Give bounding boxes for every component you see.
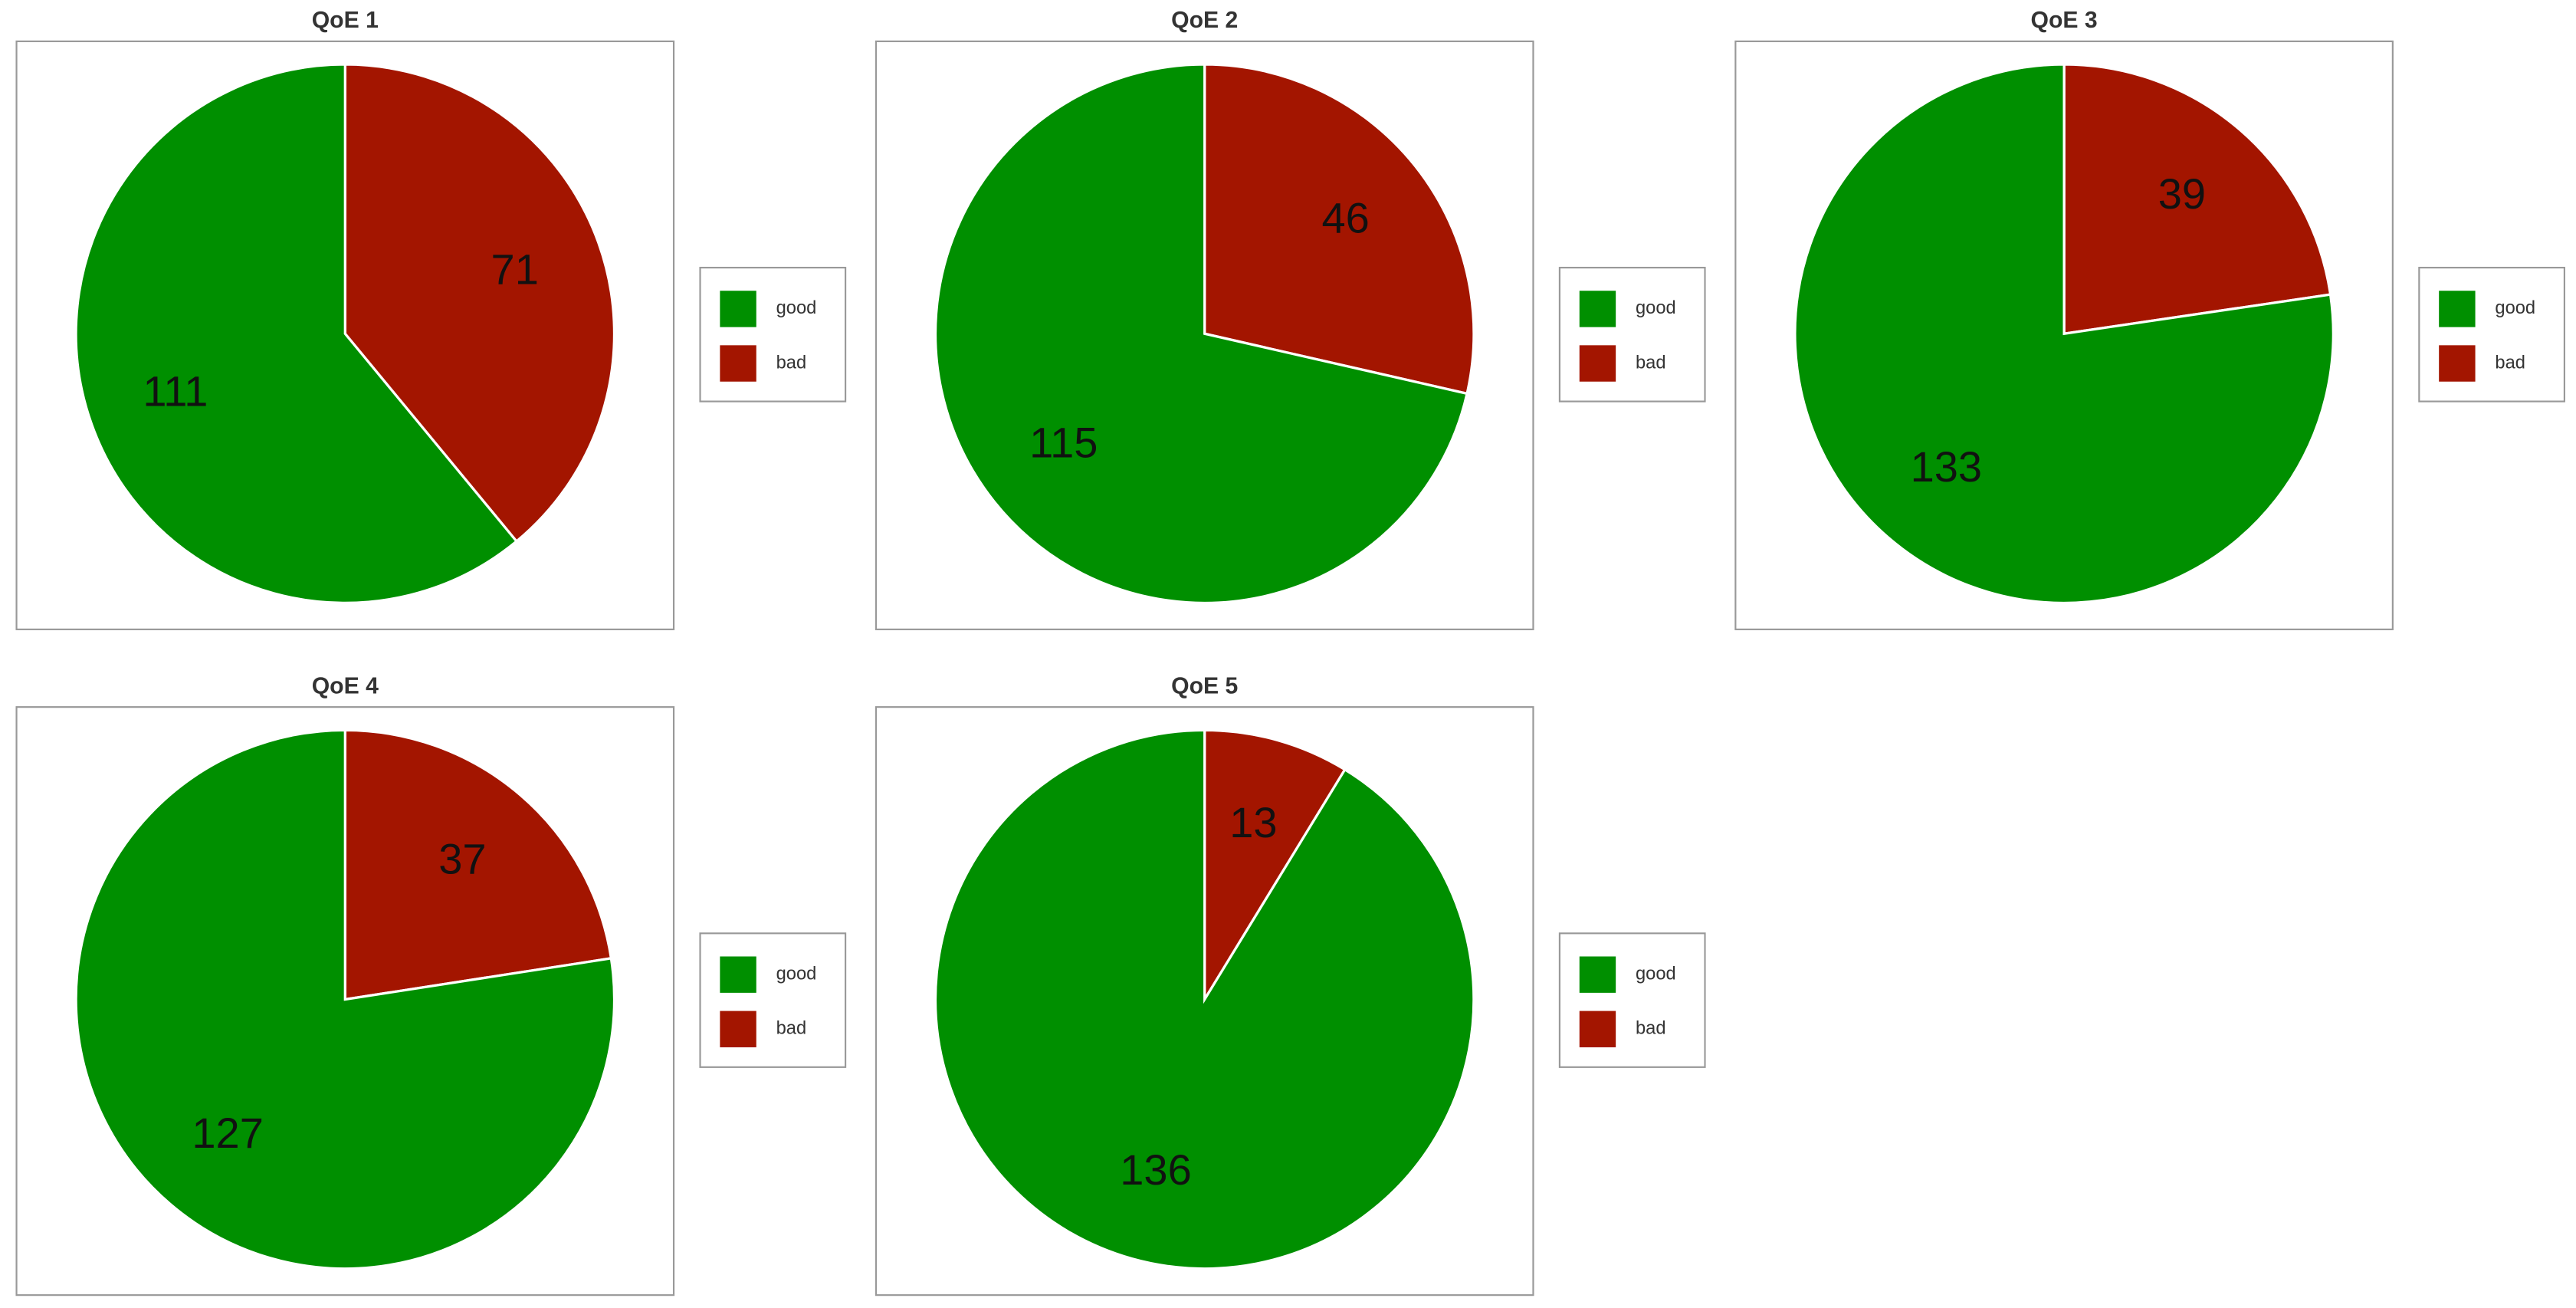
- legend-label: good: [1636, 298, 1676, 318]
- legend-label: bad: [1636, 353, 1666, 373]
- pie-slice: [74, 63, 519, 605]
- legend-label: bad: [1636, 1019, 1666, 1039]
- panel-frame: [15, 706, 675, 1296]
- legend-label: bad: [776, 1019, 807, 1039]
- pie-chart: QoE 2 46 115 good bad: [875, 8, 1706, 630]
- pie-chart: QoE 4 37 127 good bad: [15, 673, 847, 1296]
- slice-label: 46: [1322, 193, 1370, 242]
- slice-label: 136: [1120, 1145, 1191, 1194]
- slice-label: 37: [438, 835, 486, 883]
- legend-label: bad: [776, 353, 807, 373]
- slice-label: 13: [1229, 798, 1277, 846]
- slice-label: 127: [192, 1109, 263, 1157]
- legend-swatch: [1579, 1011, 1616, 1047]
- legend-swatch: [2439, 291, 2476, 327]
- panel-frame: [15, 40, 675, 630]
- chart-title: QoE 1: [312, 8, 379, 33]
- panel-frame: [875, 40, 1534, 630]
- pie-chart: QoE 5 13 136 good bad: [875, 673, 1706, 1296]
- legend-swatch: [1579, 956, 1616, 993]
- chart-title: QoE 2: [1171, 8, 1238, 33]
- pie-slice: [1203, 63, 1475, 396]
- legend-label: good: [776, 964, 817, 984]
- slice-label: 133: [1911, 442, 1982, 491]
- chart-title: QoE 3: [2031, 8, 2098, 33]
- legend-swatch: [1579, 345, 1616, 382]
- legend-swatch: [720, 291, 756, 327]
- chart-title: QoE 5: [1171, 673, 1238, 698]
- legend-swatch: [720, 1011, 756, 1047]
- pie-slice: [343, 728, 613, 1001]
- legend-label: good: [1636, 964, 1676, 984]
- slice-label: 111: [143, 367, 208, 416]
- pie-slice: [2062, 63, 2332, 336]
- slice-label: 71: [491, 245, 539, 293]
- pie-slice: [1203, 728, 1347, 1004]
- legend-swatch: [720, 345, 756, 382]
- panel-frame: [875, 706, 1534, 1296]
- legend-frame: [1558, 266, 1706, 403]
- pie-slice: [343, 63, 616, 544]
- legend-swatch: [2439, 345, 2476, 382]
- panel-frame: [1734, 40, 2394, 630]
- pie-slice: [934, 728, 1475, 1270]
- pie-chart: QoE 3 39 133 good bad: [1734, 8, 2565, 630]
- legend-label: good: [2495, 298, 2535, 318]
- legend-label: good: [776, 298, 817, 318]
- chart-title: QoE 4: [312, 673, 379, 698]
- pie-slice: [74, 728, 616, 1270]
- pie-slice: [1793, 63, 2335, 605]
- slice-label: 39: [2158, 169, 2206, 218]
- legend-swatch: [720, 956, 756, 993]
- pie-chart: QoE 1 71 111 good bad: [15, 8, 847, 630]
- slice-label: 115: [1029, 419, 1098, 467]
- pie-slice: [934, 63, 1469, 605]
- legend-swatch: [1579, 291, 1616, 327]
- legend-label: bad: [2495, 353, 2525, 373]
